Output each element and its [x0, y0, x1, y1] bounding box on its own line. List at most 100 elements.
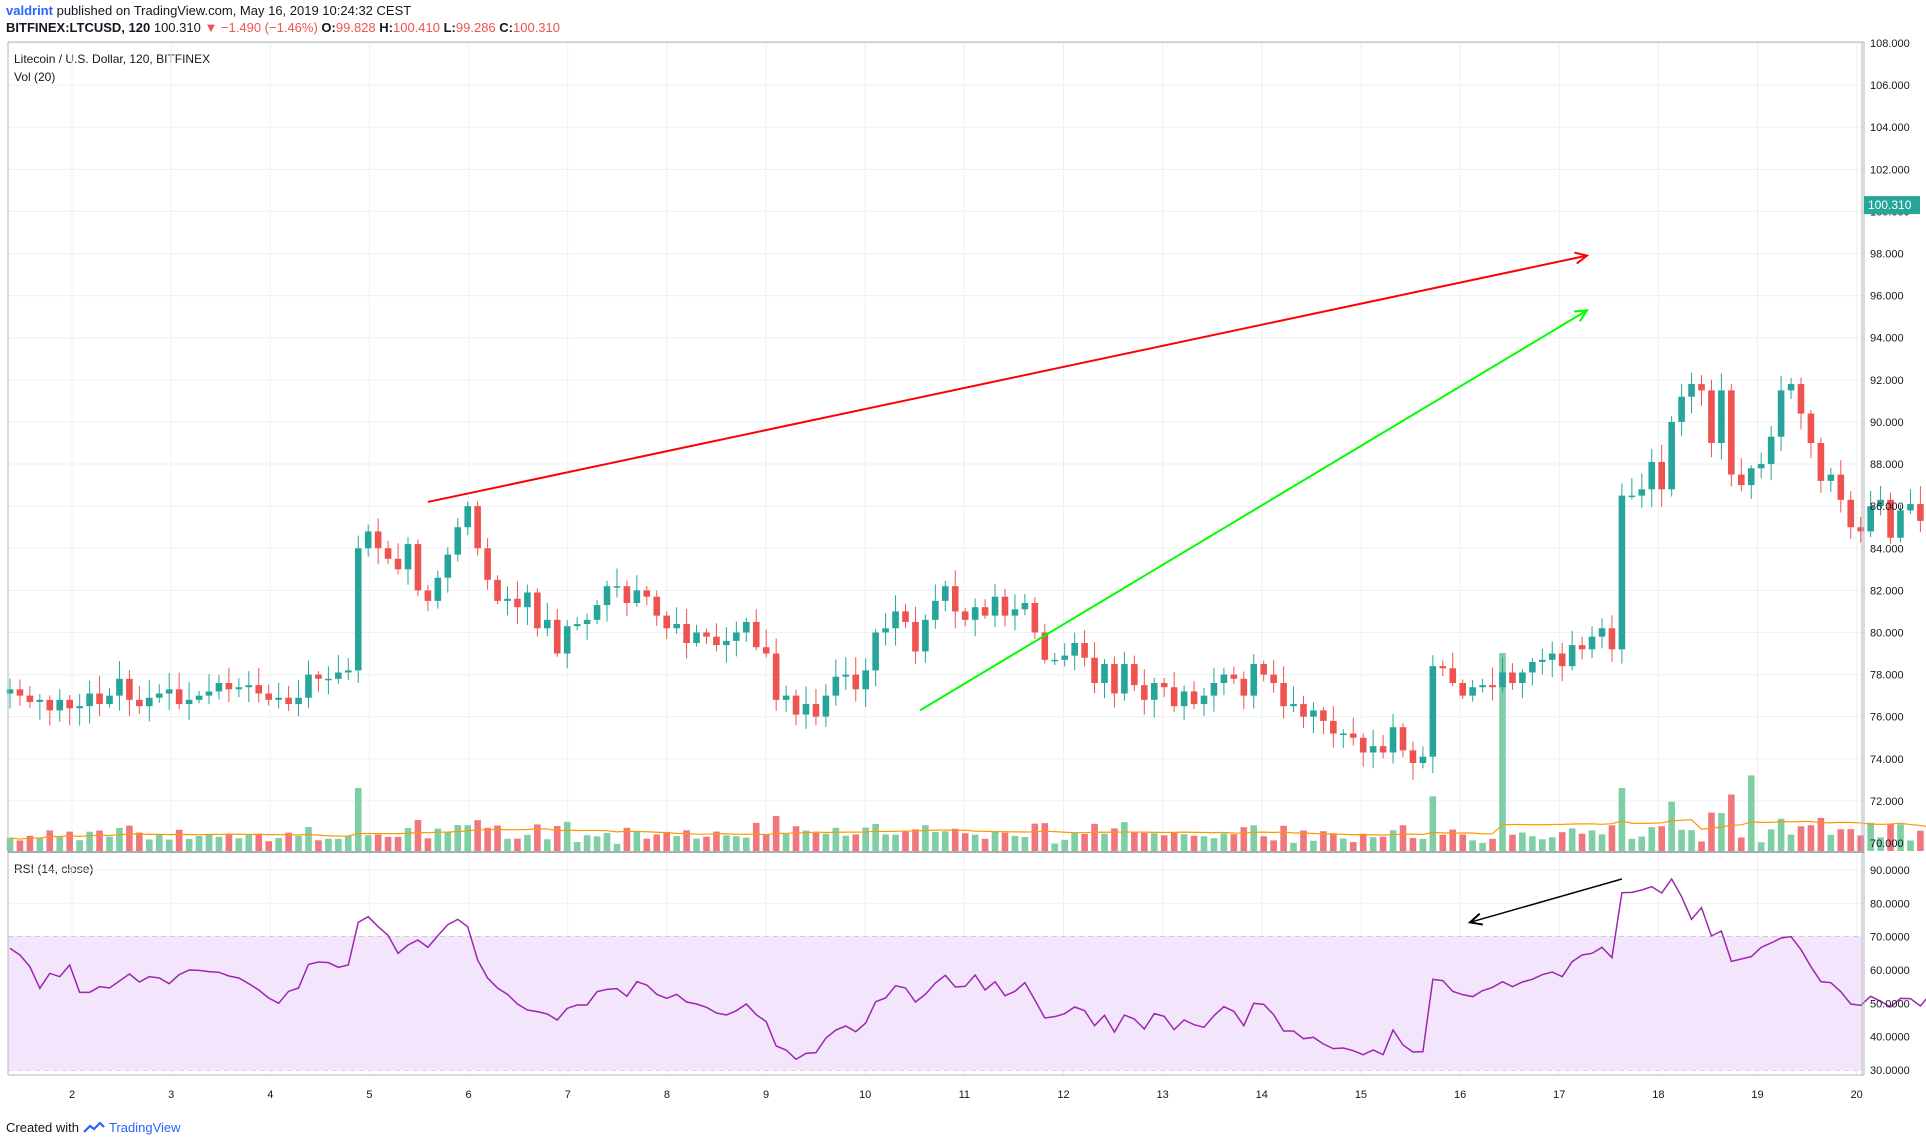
candle-body [1757, 464, 1765, 469]
candle-body [185, 699, 193, 705]
candle-body [364, 531, 372, 549]
volume-bar [1121, 822, 1128, 851]
candle-body [683, 624, 690, 643]
volume-bar [195, 835, 203, 851]
volume-bar [474, 820, 481, 851]
trend-drawings[interactable] [427, 251, 1926, 926]
candle-body [971, 607, 979, 620]
candle-body [1310, 710, 1317, 717]
volume-bar [1827, 834, 1835, 851]
candle-body [1409, 750, 1417, 763]
volume-bar [613, 843, 621, 851]
price-tick-label: 108.000 [1870, 38, 1910, 50]
volume-bar [1419, 838, 1427, 851]
candle-body [1738, 474, 1745, 486]
candle-body [335, 672, 342, 679]
tradingview-logo-icon [83, 1120, 105, 1133]
candle-body [942, 586, 949, 601]
candle-body [822, 695, 830, 717]
rsi-divergence-line [1469, 878, 1623, 924]
author-name[interactable]: valdrint [6, 3, 53, 18]
last-price: 100.310 [153, 20, 201, 35]
volume-bar [673, 836, 680, 851]
axes: 70.000 72.000 74.000 76.000 78.000 80.000 82.0… [7, 38, 1910, 1101]
candle-body [444, 554, 452, 578]
candle-body [1081, 643, 1088, 658]
candle-body [1568, 645, 1576, 667]
candle-body [1479, 685, 1486, 688]
candle-body [1011, 609, 1019, 616]
volume-bar [1031, 823, 1039, 851]
candle-body [1121, 664, 1128, 694]
candle-body [1419, 756, 1427, 763]
candle-body [56, 699, 64, 711]
candle-body [205, 691, 213, 696]
rsi-tick-label: 60.0000 [1870, 965, 1910, 977]
volume-bar [1558, 832, 1566, 851]
candle-body [1648, 461, 1656, 490]
volume-bar [762, 834, 770, 851]
volume-bar [1200, 836, 1208, 851]
candle-body [1698, 384, 1705, 391]
volume-bar [1131, 832, 1138, 851]
candle-body [404, 544, 412, 570]
volume-bar [394, 836, 402, 851]
volume-bar [553, 826, 561, 851]
volume-bar [713, 831, 720, 851]
candle-body [912, 621, 919, 652]
candle-body [1658, 461, 1665, 490]
volume-bar [1141, 832, 1148, 851]
candle-body [1519, 672, 1526, 683]
candle-body [1111, 664, 1118, 694]
volume-bar [1051, 843, 1059, 851]
volume-bar [504, 838, 511, 851]
volume-bar [723, 835, 730, 851]
candle-body [76, 706, 83, 709]
candle-body [1439, 666, 1447, 669]
volume-bar [1101, 833, 1108, 851]
candle-body [872, 632, 879, 671]
volume-bar [653, 834, 661, 851]
candle-body [1548, 653, 1556, 660]
volume-bar [1220, 833, 1228, 851]
time-tick-label: 3 [168, 1089, 174, 1101]
candle-body [902, 611, 909, 622]
candle-body [16, 689, 24, 696]
volume-bar [335, 838, 342, 851]
volume-bar [374, 834, 382, 851]
volume-bar [683, 830, 690, 851]
volume-bar [1369, 837, 1377, 851]
volume-bar [1459, 834, 1466, 851]
candle-body [1618, 495, 1626, 650]
candle-body [126, 678, 133, 700]
volume-bar [872, 823, 879, 851]
price-tick-label: 92.000 [1870, 375, 1904, 387]
time-tick-label: 7 [565, 1089, 571, 1101]
volume-bar [66, 831, 73, 851]
candle-body [384, 548, 392, 559]
candle-body [1270, 674, 1277, 683]
rsi-pane-title: RSI (14, close) [14, 862, 94, 876]
volume-bar [454, 825, 462, 851]
volume-bar [892, 834, 899, 851]
candle-body [882, 628, 889, 633]
candle-body [1190, 691, 1198, 705]
volume-bar [6, 837, 14, 851]
volume-bar [902, 831, 909, 851]
volume-bar [1469, 840, 1476, 851]
footer-brand[interactable]: TradingView [108, 1120, 181, 1135]
volume-bar [1698, 841, 1705, 851]
volume-bar [583, 835, 591, 851]
volume-bar [106, 836, 113, 851]
price-tick-label: 94.000 [1870, 333, 1904, 345]
candle-body [1399, 727, 1407, 751]
time-tick-label: 19 [1751, 1089, 1763, 1101]
volume-bar [1678, 829, 1685, 851]
volume-bar [1568, 828, 1576, 851]
candle-body [842, 674, 850, 677]
candle-body [932, 600, 939, 620]
candle-body [961, 611, 969, 620]
volume-bar [1399, 825, 1407, 851]
volume-bar [1877, 837, 1884, 851]
